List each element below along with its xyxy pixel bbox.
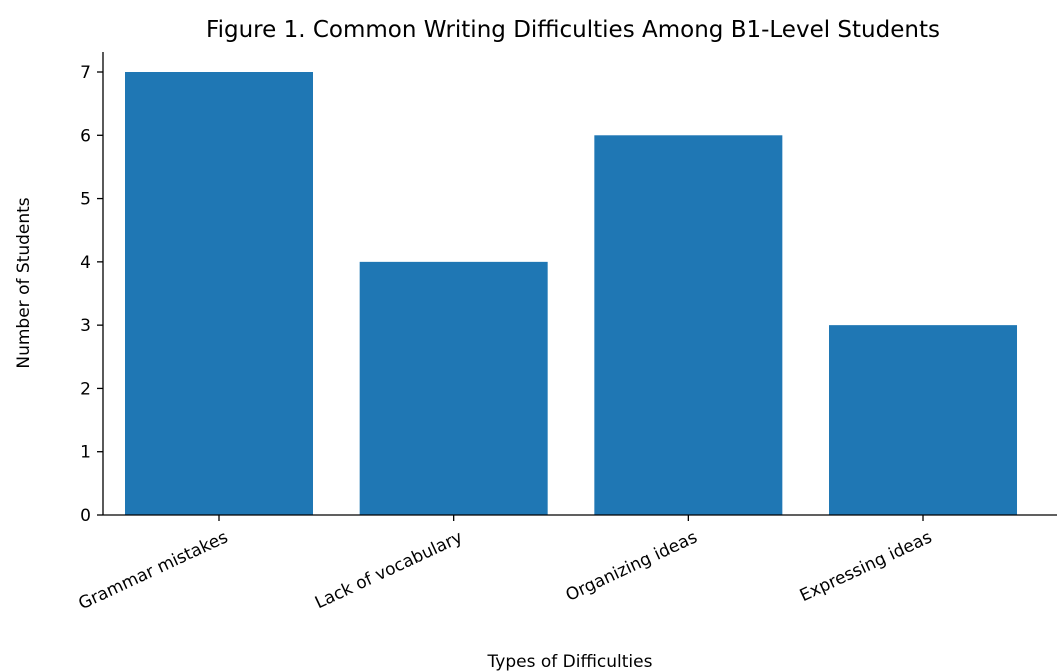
x-tick-label: Expressing ideas <box>797 527 935 606</box>
y-tick-label: 1 <box>80 443 91 463</box>
bar-grammar-mistakes <box>125 72 313 515</box>
x-tick-label: Lack of vocabulary <box>312 527 466 613</box>
y-axis: 0 1 2 3 4 5 6 7 <box>80 52 104 526</box>
y-tick-label: 7 <box>80 63 91 83</box>
bars-group <box>125 72 1018 516</box>
y-tick-label: 2 <box>80 379 91 399</box>
bar-expressing-ideas <box>829 325 1018 515</box>
x-tick-label: Organizing ideas <box>563 527 701 605</box>
x-axis-label: Types of Difficulties <box>487 652 653 672</box>
y-tick-label: 6 <box>80 126 91 146</box>
y-tick-label: 3 <box>80 316 91 336</box>
y-axis-label: Number of Students <box>14 197 34 368</box>
y-tick-label: 0 <box>80 506 91 526</box>
y-tick-label: 4 <box>80 253 91 273</box>
x-axis: Grammar mistakes Lack of vocabulary Organi… <box>76 514 1057 614</box>
bar-organizing-ideas <box>594 135 783 516</box>
chart-title: Figure 1. Common Writing Difficulties Am… <box>206 17 940 43</box>
bar-lack-of-vocabulary <box>359 261 548 515</box>
x-tick-label: Grammar mistakes <box>76 527 232 614</box>
y-tick-label: 5 <box>80 190 91 210</box>
